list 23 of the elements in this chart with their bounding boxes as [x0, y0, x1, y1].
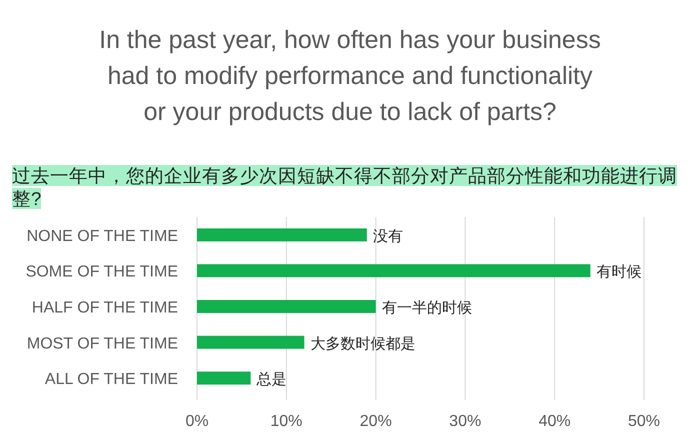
- x-tick-label: 10%: [270, 413, 302, 430]
- annotation: 有一半的时候: [382, 300, 472, 316]
- x-tick-label: 20%: [360, 413, 392, 430]
- y-tick-label: HALF OF THE TIME: [32, 300, 178, 316]
- y-tick-label: NONE OF THE TIME: [26, 228, 178, 245]
- y-tick-label: SOME OF THE TIME: [26, 264, 178, 281]
- bar: [197, 336, 304, 349]
- annotation: 总是: [256, 371, 287, 388]
- chart-subtitle: 过去一年中，您的企业有多少次因短缺不得不部分对产品部分性能和功能进行调整?: [12, 165, 677, 209]
- x-tick-label: 50%: [628, 413, 660, 430]
- bar: [197, 228, 367, 242]
- y-tick-label: ALL OF THE TIME: [44, 371, 178, 388]
- x-tick-label: 40%: [538, 413, 571, 430]
- annotation: 没有: [372, 228, 403, 245]
- x-tick-label: 30%: [449, 413, 482, 430]
- bar: [197, 300, 376, 313]
- bar: [197, 372, 251, 385]
- annotation: 大多数时候都是: [310, 335, 416, 352]
- bar: [197, 264, 590, 278]
- annotation: 有时候: [596, 264, 642, 281]
- chart-title: In the past year, how often has your business had to modify performance and functionality or your products due to lack of parts?: [98, 25, 602, 128]
- y-tick-label: MOST OF THE TIME: [26, 335, 178, 352]
- x-tick-label: 0%: [185, 413, 209, 430]
